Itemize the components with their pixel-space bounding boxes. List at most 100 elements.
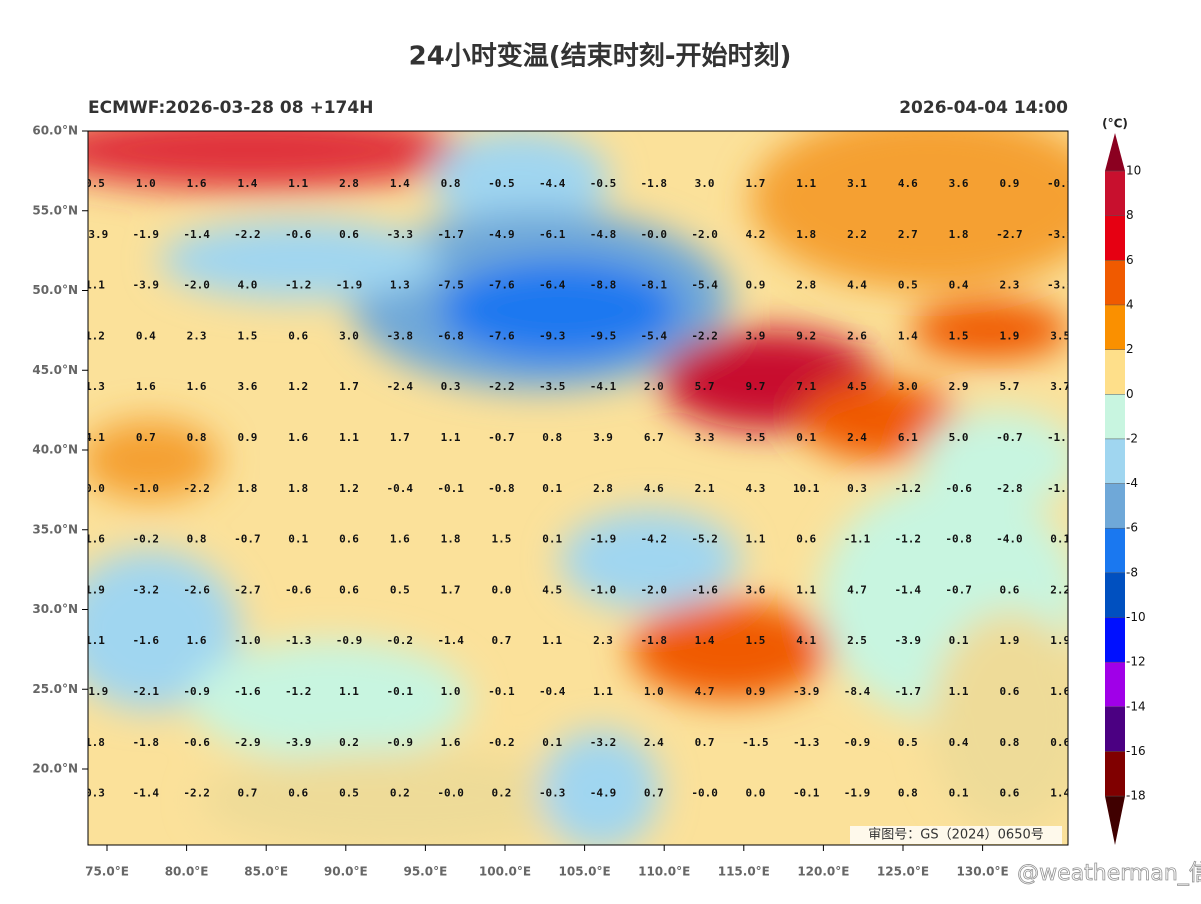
grid-value: 4.0 <box>237 279 257 292</box>
grid-value: -1.2 <box>285 279 312 292</box>
grid-value: 1.8 <box>796 228 816 241</box>
colorbar-label: -4 <box>1126 476 1138 490</box>
grid-value: -1.9 <box>82 685 109 698</box>
grid-value: -7.5 <box>437 279 464 292</box>
grid-value: -2.2 <box>234 228 261 241</box>
colorbar-box <box>1105 483 1125 529</box>
grid-value: 1.1 <box>85 634 105 647</box>
grid-value: 0.7 <box>237 787 257 800</box>
grid-value: 1.6 <box>85 533 105 546</box>
watermark: 审图号：GS（2024）0650号 <box>868 828 1044 843</box>
grid-value: -9.3 <box>539 329 566 342</box>
grid-value: 0.7 <box>644 787 664 800</box>
grid-value: -1.3 <box>285 634 312 647</box>
grid-value: 0.6 <box>339 533 359 546</box>
x-tick-label: 105.0°E <box>559 865 611 879</box>
grid-value: 1.6 <box>390 533 410 546</box>
grid-value: -1.5 <box>742 736 769 749</box>
grid-value: 0.6 <box>1050 736 1070 749</box>
grid-value: -1.3 <box>793 736 820 749</box>
grid-value: -4.1 <box>590 380 617 393</box>
grid-value: -3.8 <box>387 329 414 342</box>
grid-value: 0.1 <box>949 634 969 647</box>
grid-value: 0.3 <box>441 380 461 393</box>
grid-value: -1.0 <box>590 583 617 596</box>
grid-value: 2.6 <box>847 329 867 342</box>
x-tick-label: 125.0°E <box>877 865 929 879</box>
grid-value: -5.4 <box>691 279 718 292</box>
grid-value: 2.7 <box>898 228 918 241</box>
colorbar-box <box>1105 617 1125 663</box>
grid-value: 1.8 <box>949 228 969 241</box>
grid-value: 0.4 <box>949 736 969 749</box>
colorbar-label: 2 <box>1126 342 1134 356</box>
grid-value: 1.4 <box>237 177 257 190</box>
grid-value: 0.8 <box>999 736 1019 749</box>
grid-value: 0.2 <box>390 787 410 800</box>
grid-value: 0.1 <box>542 736 562 749</box>
grid-value: 0.0 <box>491 583 511 596</box>
grid-value: -2.2 <box>691 329 718 342</box>
grid-value: -2.7 <box>234 583 261 596</box>
grid-value: -0.6 <box>285 583 312 596</box>
subtitle-left: ECMWF:2026-03-28 08 +174H <box>88 98 373 118</box>
grid-value: -4.2 <box>641 533 668 546</box>
grid-value: 2.8 <box>339 177 359 190</box>
grid-value: -0.7 <box>234 533 261 546</box>
grid-value: 3.9 <box>593 431 613 444</box>
grid-value: 1.2 <box>339 482 359 495</box>
colorbar-label: -2 <box>1126 431 1138 445</box>
grid-value: 0.6 <box>999 583 1019 596</box>
grid-value: 1.9 <box>1050 634 1070 647</box>
colorbar-label: -12 <box>1126 655 1146 669</box>
grid-value: 1.1 <box>593 685 613 698</box>
map-frame <box>87 130 1069 846</box>
grid-value: 0.3 <box>85 787 105 800</box>
grid-value: 0.6 <box>339 583 359 596</box>
grid-value: -1.5 <box>1047 482 1074 495</box>
grid-value: -3.9 <box>793 685 820 698</box>
grid-value: -0.4 <box>387 482 414 495</box>
grid-value: 1.4 <box>390 177 410 190</box>
grid-value: -1.6 <box>234 685 261 698</box>
grid-value: 3.5 <box>745 431 765 444</box>
grid-value: 0.9 <box>237 431 257 444</box>
grid-value: -0.7 <box>996 431 1023 444</box>
grid-value: 0.6 <box>796 533 816 546</box>
grid-value: -0.7 <box>945 583 972 596</box>
colorbar-label: 0 <box>1126 387 1134 401</box>
grid-value: 0.0 <box>745 787 765 800</box>
grid-value: 0.8 <box>542 431 562 444</box>
grid-value: 1.6 <box>441 736 461 749</box>
grid-value: -7.6 <box>488 329 515 342</box>
grid-value: 0.1 <box>542 482 562 495</box>
grid-value: 6.7 <box>644 431 664 444</box>
grid-value: 5.7 <box>999 380 1019 393</box>
grid-value: 0.8 <box>187 431 207 444</box>
grid-value: 1.3 <box>390 279 410 292</box>
grid-value: 10.1 <box>793 482 820 495</box>
grid-value: -1.6 <box>133 634 160 647</box>
colorbar-box <box>1105 171 1125 217</box>
subtitle-right: 2026-04-04 14:00 <box>899 98 1068 118</box>
grid-value: 1.1 <box>288 177 308 190</box>
grid-value: 2.0 <box>644 380 664 393</box>
grid-value: 1.2 <box>85 329 105 342</box>
grid-value: 1.1 <box>441 431 461 444</box>
grid-value: -3.9 <box>895 634 922 647</box>
colorbar-label: -14 <box>1126 699 1146 713</box>
grid-value: 4.6 <box>644 482 664 495</box>
grid-value: -8.4 <box>844 685 871 698</box>
grid-value: -3.2 <box>590 736 617 749</box>
grid-value: -3.3 <box>387 228 414 241</box>
colorbar-label: 6 <box>1126 253 1134 267</box>
grid-value: 1.1 <box>949 685 969 698</box>
grid-value: 1.6 <box>187 380 207 393</box>
grid-value: -5.2 <box>691 533 718 546</box>
grid-value: -0.5 <box>488 177 515 190</box>
y-tick-label: 50.0°N <box>32 283 78 297</box>
grid-value: -2.0 <box>641 583 668 596</box>
grid-value: -2.2 <box>488 380 515 393</box>
grid-value: 3.0 <box>339 329 359 342</box>
x-tick-label: 115.0°E <box>718 865 770 879</box>
